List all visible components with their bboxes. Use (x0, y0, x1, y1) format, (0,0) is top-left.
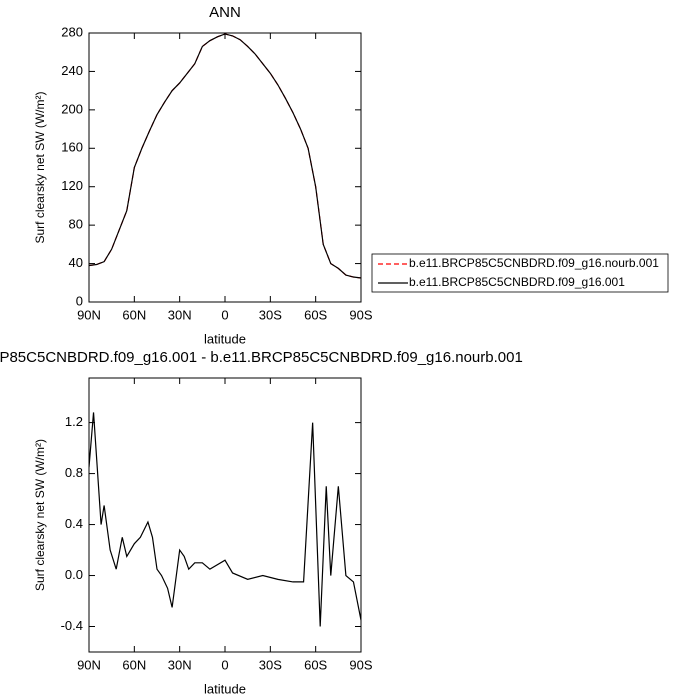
x-tick-label: 0 (221, 657, 228, 672)
x-tick-label: 30S (259, 307, 282, 322)
data-line (89, 33, 361, 279)
y-tick-label: 200 (61, 101, 83, 116)
y-tick-label: 120 (61, 178, 83, 193)
y-tick-label: 0.8 (65, 465, 83, 480)
legend-label: b.e11.BRCP85C5CNBDRD.f09_g16.nourb.001 (409, 256, 659, 270)
legend-box (371, 253, 669, 293)
y-tick-label: 80 (69, 217, 83, 232)
x-axis-label: latitude (204, 681, 246, 696)
x-tick-label: 90S (349, 307, 372, 322)
data-line (89, 412, 361, 627)
x-tick-label: 30N (168, 657, 192, 672)
y-tick-label: 0.4 (65, 516, 83, 531)
x-tick-label: 60S (304, 307, 327, 322)
chart-title: b.e11.BRCP85C5CNBDRD.f09_g16.001 - b.e11… (0, 349, 523, 366)
chart-title: ANN (209, 4, 241, 21)
x-tick-label: 30S (259, 657, 282, 672)
x-tick-label: 30N (168, 307, 192, 322)
y-tick-label: 0 (76, 293, 83, 308)
y-tick-label: 1.2 (65, 414, 83, 429)
x-tick-label: 60S (304, 657, 327, 672)
x-tick-label: 0 (221, 307, 228, 322)
y-tick-label: 240 (61, 63, 83, 78)
y-tick-label: 40 (69, 255, 83, 270)
y-tick-label: 0.0 (65, 567, 83, 582)
x-tick-label: 90N (77, 307, 101, 322)
x-tick-label: 60N (122, 307, 146, 322)
x-tick-label: 60N (122, 657, 146, 672)
y-tick-label: 280 (61, 24, 83, 39)
y-axis-label: Surf clearsky net SW (W/m²) (33, 439, 47, 591)
x-tick-label: 90N (77, 657, 101, 672)
y-tick-label: -0.4 (61, 618, 83, 633)
legend-label: b.e11.BRCP85C5CNBDRD.f09_g16.001 (409, 275, 625, 289)
y-axis-label: Surf clearsky net SW (W/m²) (33, 91, 47, 243)
plot-frame (88, 32, 362, 303)
y-tick-label: 160 (61, 140, 83, 155)
x-tick-label: 90S (349, 657, 372, 672)
data-line (89, 33, 361, 279)
x-axis-label: latitude (204, 331, 246, 346)
